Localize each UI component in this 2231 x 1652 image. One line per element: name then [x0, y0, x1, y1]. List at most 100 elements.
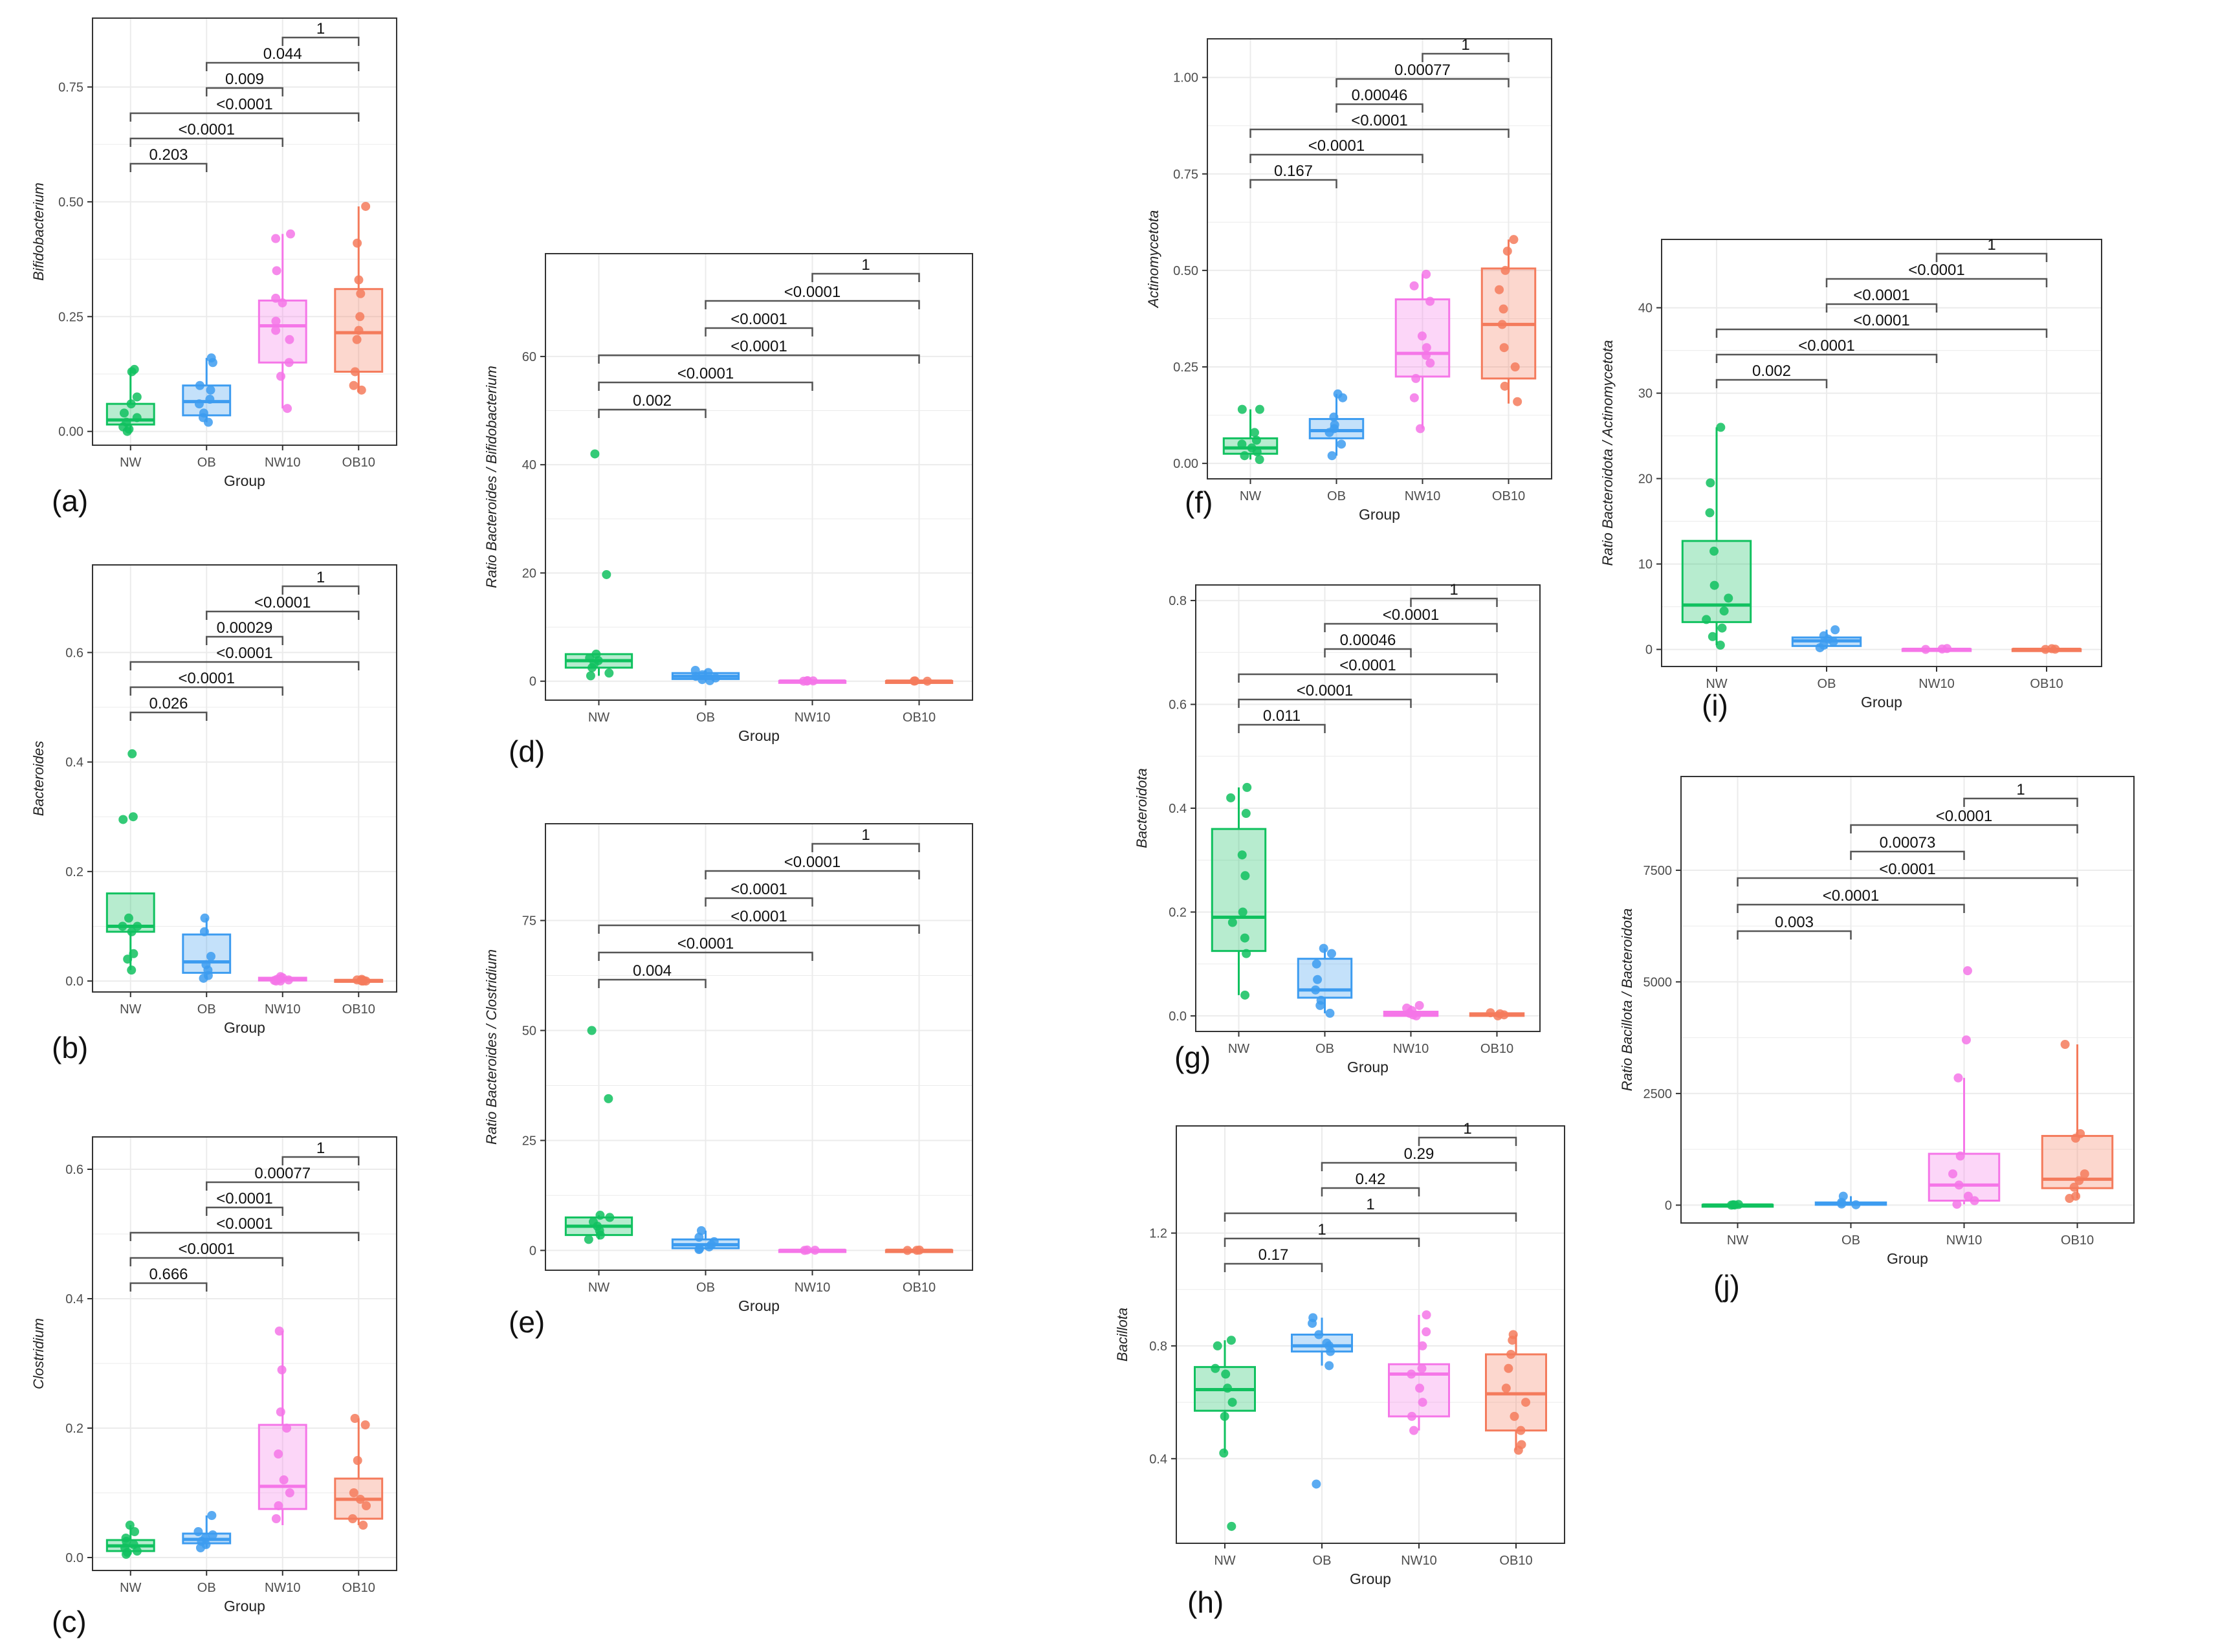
p-value-label: <0.0001: [216, 1215, 272, 1233]
plot-background: [1662, 239, 2102, 666]
comparison-bracket: 0.003: [1737, 914, 1852, 940]
comparison-bracket: <0.0001: [1249, 137, 1423, 163]
x-tick-label: OB: [1313, 1554, 1332, 1568]
data-point: [124, 913, 133, 923]
data-point: [1921, 644, 1931, 654]
data-point: [207, 1511, 217, 1520]
bracket-line: [598, 951, 813, 961]
p-value-label: 0.002: [633, 392, 672, 410]
p-value-label: 0.011: [1263, 707, 1301, 725]
data-point: [1416, 424, 1425, 434]
comparison-bracket: 0.00029: [206, 619, 283, 645]
x-tick-label: NW: [120, 1002, 141, 1017]
x-tick-label: NW10: [795, 1281, 831, 1295]
plot-frame: [1680, 776, 2135, 1224]
data-point: [282, 1424, 292, 1433]
y-tick-label: 50: [522, 1024, 536, 1039]
data-point: [194, 399, 204, 409]
p-value-label: 0.002: [1752, 362, 1791, 380]
comparison-bracket: 0.00073: [1850, 834, 1965, 860]
y-tick-label: 1.00: [1173, 71, 1198, 85]
p-value-label: <0.0001: [1879, 861, 1935, 878]
chart-panel: 0.0 0.2 0.4 0.6 NW OB NW10 OB10 Group Clostridium…: [30, 1136, 397, 1638]
data-point: [353, 1456, 362, 1465]
y-tick-label: 20: [1638, 472, 1653, 487]
data-point: [279, 1475, 289, 1484]
x-tick-label: OB10: [342, 1581, 375, 1595]
data-point: [274, 1327, 284, 1336]
y-axis-title: Clostridium: [30, 1318, 47, 1389]
x-axis-title: Group: [1861, 694, 1902, 710]
plot-background: [1207, 39, 1552, 479]
p-value-label: 0.009: [225, 71, 264, 88]
data-point: [1311, 985, 1321, 995]
data-point: [1407, 1411, 1416, 1421]
bracket-line: [1224, 1212, 1517, 1222]
x-tick-label: OB: [696, 710, 715, 725]
data-point: [1418, 1341, 1427, 1350]
p-value-label: 1: [316, 20, 325, 38]
data-point: [1513, 1446, 1523, 1455]
y-tick-label: 25: [522, 1134, 536, 1148]
bracket-line: [1935, 252, 2048, 262]
data-point: [1705, 508, 1715, 518]
bracket-line: [598, 924, 920, 934]
data-point: [271, 325, 281, 335]
comparison-bracket: 1: [1410, 581, 1498, 607]
chart-panel: 0.0 0.2 0.4 0.6 0.8 NW OB NW10 OB10 Group Bacteroi…: [1134, 581, 1541, 1075]
data-point: [1422, 1310, 1431, 1319]
data-point: [705, 676, 715, 685]
data-point: [1726, 1200, 1736, 1210]
p-value-label: <0.0001: [179, 1240, 235, 1258]
box-nw10: [258, 299, 307, 364]
y-tick-label: 0.6: [1169, 698, 1187, 712]
data-point: [199, 973, 208, 983]
bracket-line: [1249, 128, 1510, 138]
x-tick-label: NW10: [1918, 677, 1955, 691]
y-tick-label: 30: [1638, 387, 1653, 401]
data-point: [604, 1094, 613, 1103]
data-point: [286, 229, 296, 239]
data-point: [604, 668, 614, 678]
data-point: [284, 358, 294, 368]
data-point: [271, 1514, 281, 1523]
data-point: [1508, 1336, 1517, 1345]
y-tick-label: 0.4: [65, 1292, 83, 1306]
data-point: [133, 921, 142, 931]
x-tick-label: NW10: [265, 1002, 301, 1017]
data-point: [352, 335, 362, 344]
data-point: [1213, 1341, 1222, 1350]
data-point: [360, 1420, 370, 1429]
y-tick-label: 40: [522, 458, 536, 472]
data-point: [1240, 451, 1249, 461]
x-tick-label: OB10: [342, 1002, 375, 1017]
data-point: [1242, 782, 1252, 792]
data-point: [2065, 1194, 2074, 1204]
data-point: [2060, 1040, 2070, 1049]
data-point: [1495, 285, 1504, 294]
data-point: [1226, 793, 1236, 802]
data-point: [1329, 412, 1339, 422]
x-tick-label: NW10: [265, 456, 301, 470]
data-point: [1315, 1000, 1325, 1010]
data-point: [271, 234, 281, 243]
bracket-line: [1324, 648, 1412, 657]
data-point: [1513, 397, 1522, 406]
data-point: [1411, 373, 1421, 383]
y-tick-label: 0.25: [58, 310, 83, 324]
bracket-line: [811, 843, 920, 852]
y-tick-label: 0: [1665, 1198, 1672, 1213]
chart-panel: 0.00 0.25 0.50 0.75 1.00 NW OB NW10 OB10 Group Act…: [1145, 36, 1552, 523]
data-point: [274, 1449, 283, 1459]
data-point: [1506, 1350, 1516, 1360]
p-value-label: <0.0001: [1308, 137, 1365, 155]
data-point: [199, 927, 209, 936]
p-value-label: 1: [316, 569, 325, 586]
data-point: [285, 335, 294, 344]
x-tick-label: NW10: [1946, 1233, 1983, 1248]
box-nw: [1211, 828, 1267, 953]
data-point: [584, 1235, 593, 1244]
comparison-bracket: <0.0001: [1238, 657, 1498, 683]
data-point: [1251, 435, 1261, 445]
data-point: [119, 408, 129, 418]
